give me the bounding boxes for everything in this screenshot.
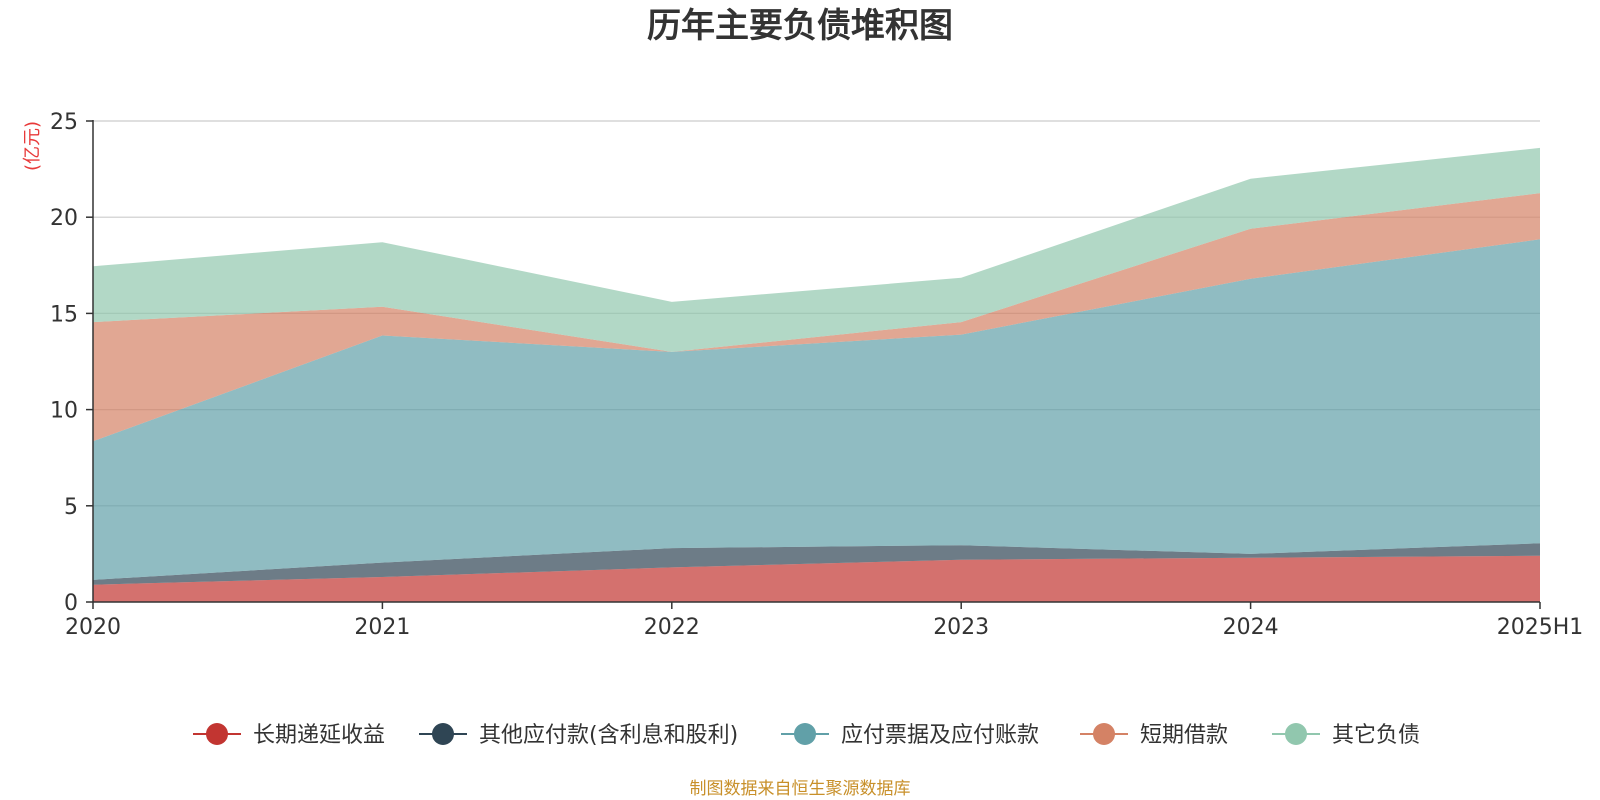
legend-label: 其它负债 <box>1332 723 1420 748</box>
x-tick-label: 2021 <box>354 615 410 640</box>
legend-item-3[interactable]: 应付票据及应付账款 <box>781 723 1039 748</box>
legend-item-2[interactable]: 其他应付款(含利息和股利) <box>419 723 738 748</box>
y-tick-label: 10 <box>50 399 78 424</box>
y-tick-label: 20 <box>50 206 78 231</box>
source-note: 制图数据来自恒生聚源数据库 <box>690 779 911 799</box>
y-tick-label: 5 <box>64 495 78 520</box>
x-tick-label: 2024 <box>1223 615 1279 640</box>
legend-marker <box>206 723 228 745</box>
legend-item-4[interactable]: 短期借款 <box>1080 723 1228 748</box>
area-series-1 <box>93 555 1540 602</box>
area-series-2 <box>93 543 1540 585</box>
x-tick-label: 2020 <box>65 615 121 640</box>
chart-title: 历年主要负债堆积图 <box>647 6 953 46</box>
legend-label: 其他应付款(含利息和股利) <box>479 723 738 748</box>
axes: 0 5 10 15 20 25 2020 2021 2022 2023 2024 2025H1 <box>50 110 1583 640</box>
legend-marker <box>432 723 454 745</box>
legend-marker <box>1093 723 1115 745</box>
y-tick-label: 15 <box>50 302 78 327</box>
legend-marker <box>794 723 816 745</box>
area-series-3 <box>93 239 1540 580</box>
x-tick-label: 2025H1 <box>1497 615 1584 640</box>
legend: 长期递延收益 其他应付款(含利息和股利) 应付票据及应付账款 短期借款 其它负债 <box>193 723 1420 748</box>
legend-marker <box>1285 723 1307 745</box>
legend-label: 短期借款 <box>1140 723 1228 748</box>
legend-item-1[interactable]: 长期递延收益 <box>193 723 385 748</box>
x-tick-label: 2023 <box>933 615 989 640</box>
unit-label: (亿元) <box>22 121 43 171</box>
area-series-4 <box>93 193 1540 442</box>
legend-label: 长期递延收益 <box>253 723 385 748</box>
legend-label: 应付票据及应付账款 <box>841 723 1039 748</box>
legend-item-5[interactable]: 其它负债 <box>1272 723 1420 748</box>
area-series-5 <box>93 147 1540 352</box>
area-series <box>93 147 1540 602</box>
y-tick-label: 0 <box>64 591 78 616</box>
x-tick-label: 2022 <box>644 615 700 640</box>
y-tick-label: 25 <box>50 110 78 135</box>
